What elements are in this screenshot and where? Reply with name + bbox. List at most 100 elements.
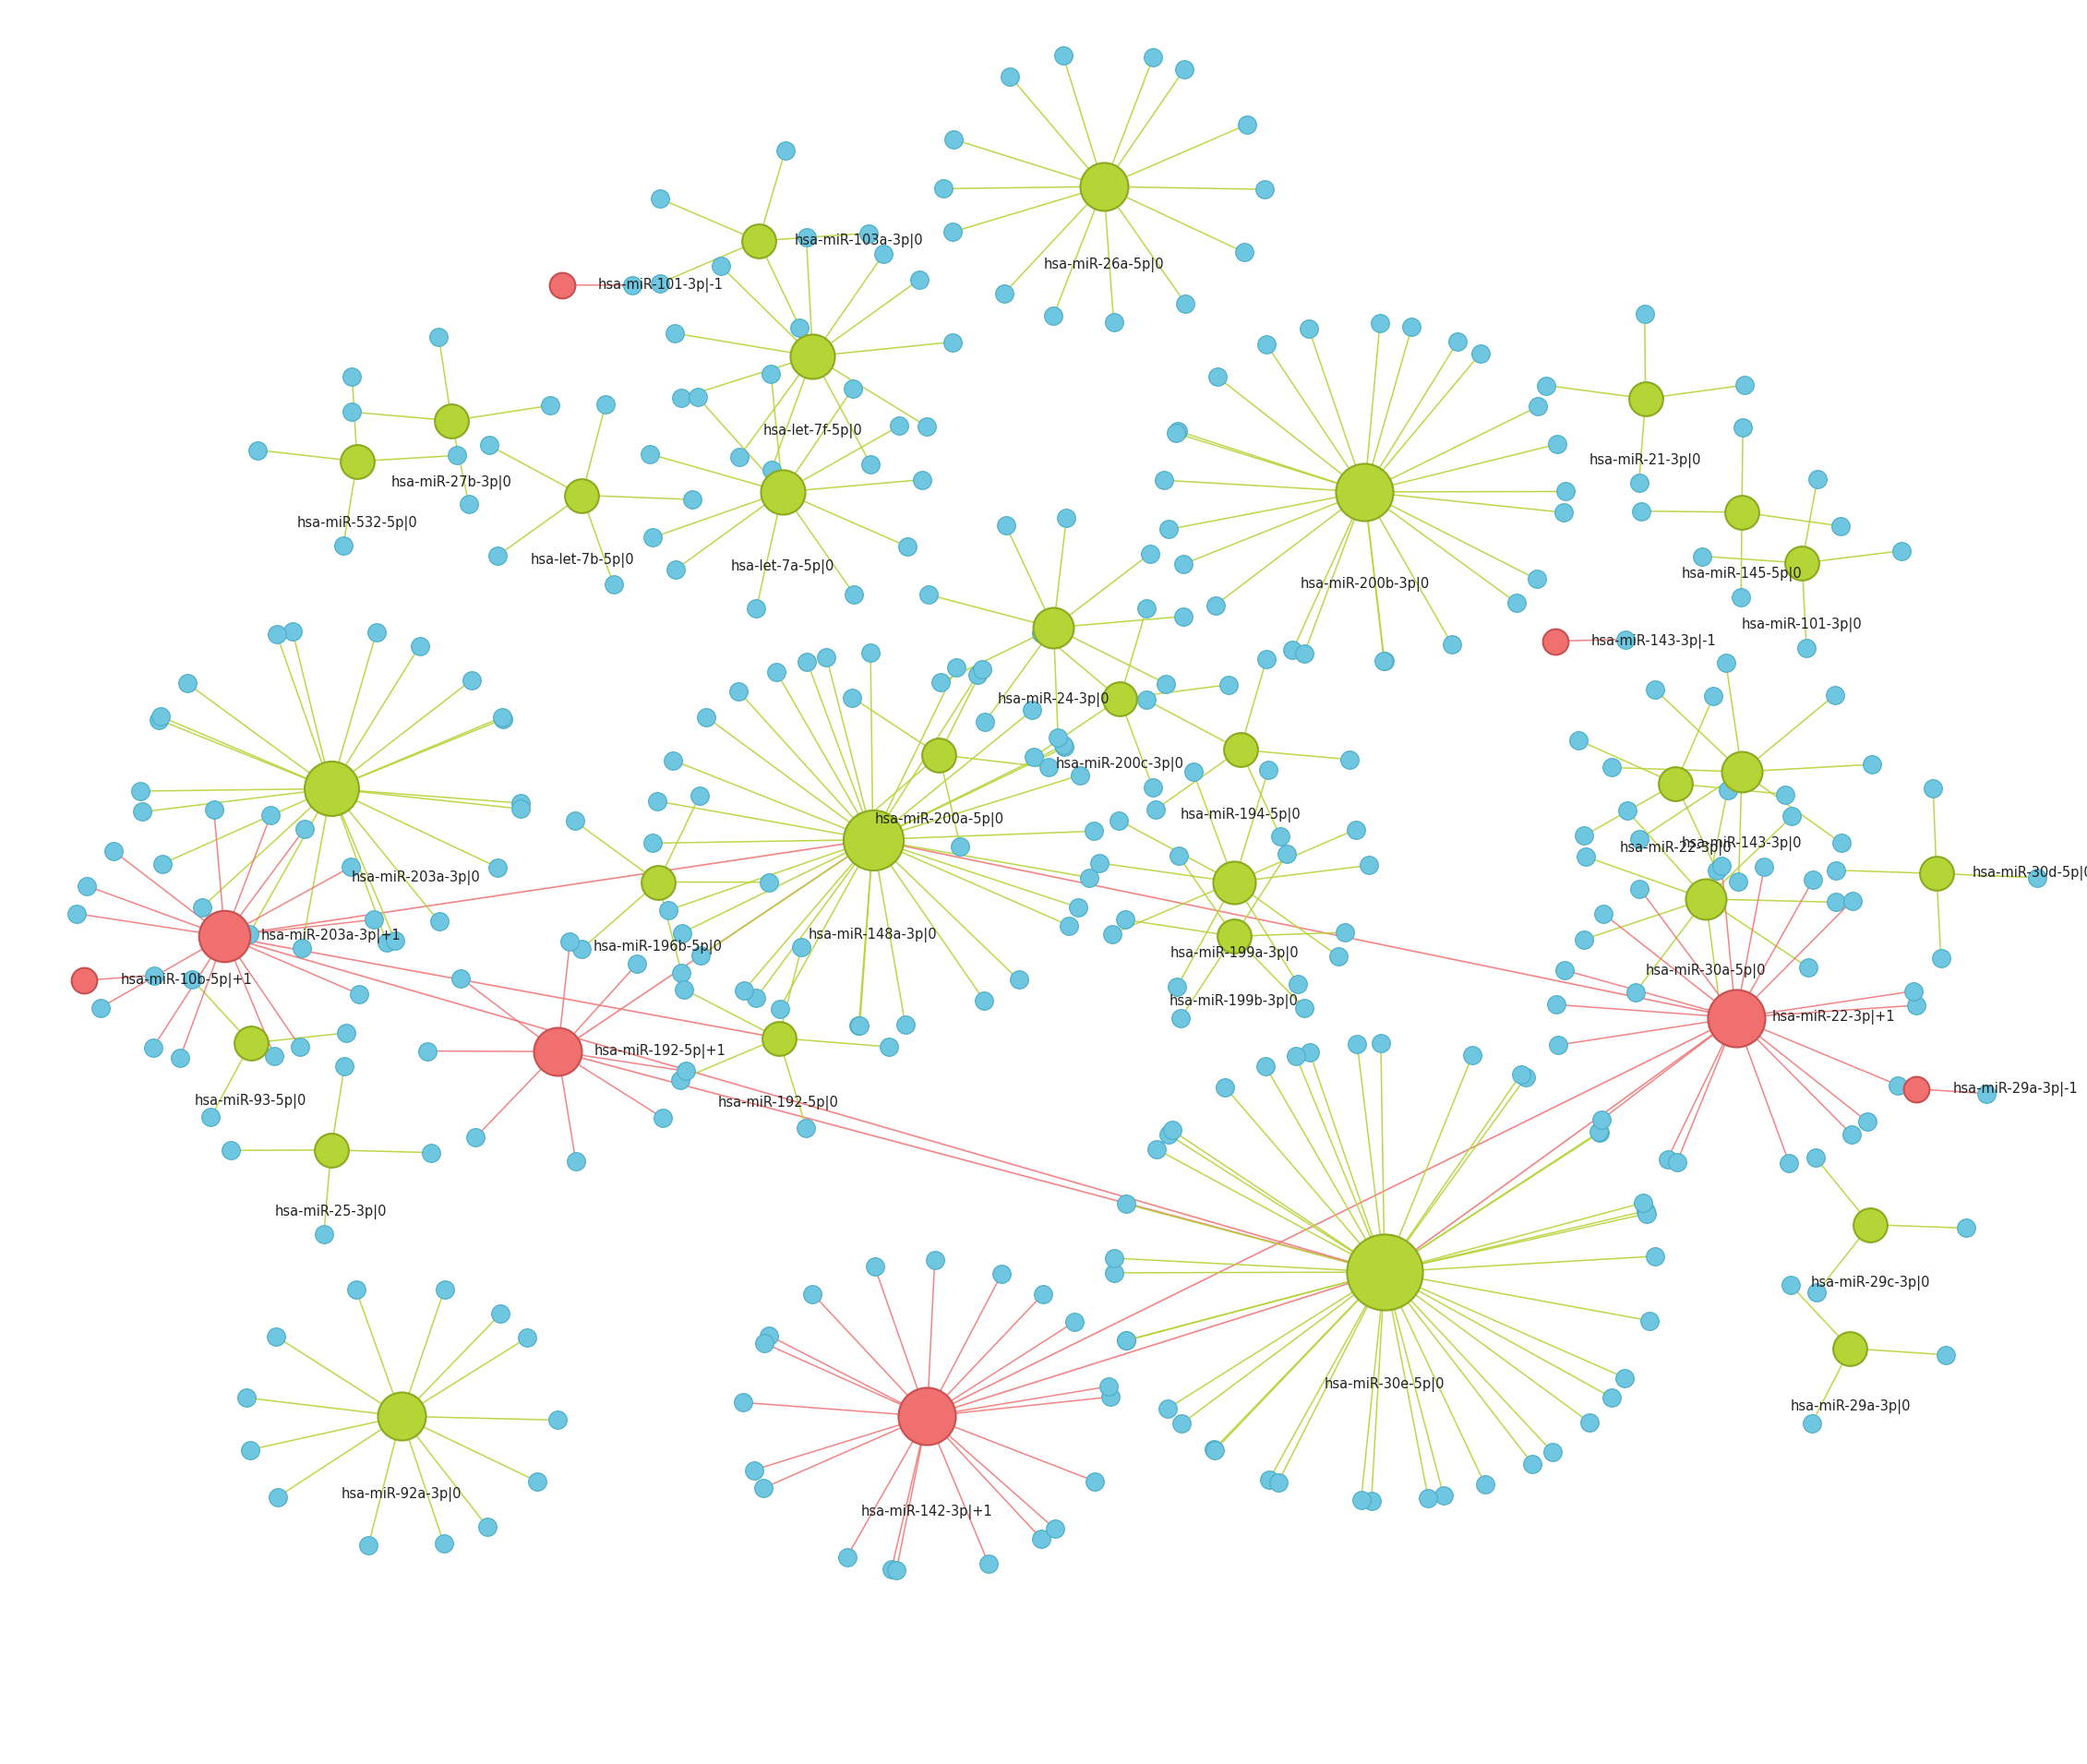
Point (434, 406, 467, 434)
Point (641, 787, 674, 815)
Point (1851, 1108, 1885, 1136)
Point (1092, 1372, 1125, 1401)
Point (1538, 626, 1572, 654)
Text: hsa-miR-196b-5p|0: hsa-miR-196b-5p|0 (593, 940, 722, 954)
Point (1367, 647, 1400, 676)
Point (1031, 753, 1064, 781)
Point (1137, 44, 1171, 72)
Point (722, 677, 755, 706)
Point (259, 1323, 292, 1351)
Point (666, 960, 699, 988)
Point (1824, 829, 1857, 857)
Text: hsa-miR-27b-3p|0: hsa-miR-27b-3p|0 (390, 475, 511, 490)
Point (676, 485, 710, 513)
Point (1774, 1270, 1807, 1298)
Point (340, 448, 374, 476)
Point (968, 986, 1002, 1014)
Point (968, 707, 1002, 736)
Point (597, 570, 630, 598)
Point (791, 647, 824, 676)
Point (1104, 684, 1137, 713)
Point (1016, 743, 1050, 771)
Point (61, 900, 94, 928)
Point (472, 430, 505, 459)
Point (1340, 1030, 1373, 1058)
Text: hsa-miR-199a-3p|0: hsa-miR-199a-3p|0 (1169, 947, 1298, 961)
Point (1768, 780, 1801, 808)
Point (1250, 330, 1284, 358)
Point (422, 323, 455, 351)
Point (541, 1406, 574, 1434)
Point (259, 1043, 292, 1071)
Point (645, 1104, 678, 1132)
Point (1611, 797, 1645, 826)
Point (1853, 1210, 1887, 1238)
Point (1688, 886, 1722, 914)
Point (843, 1013, 877, 1041)
Point (1582, 1118, 1615, 1147)
Point (1651, 1145, 1684, 1173)
Point (1096, 919, 1129, 947)
Point (1726, 497, 1759, 526)
Text: hsa-miR-203a-3p|+1: hsa-miR-203a-3p|+1 (261, 930, 401, 944)
Point (486, 704, 520, 732)
Point (659, 556, 693, 584)
Text: hsa-miR-200c-3p|0: hsa-miR-200c-3p|0 (1056, 757, 1183, 771)
Point (428, 1529, 461, 1558)
Point (889, 1011, 922, 1039)
Point (1728, 370, 1761, 399)
Point (1626, 1189, 1659, 1217)
Point (1288, 640, 1321, 669)
Point (428, 1275, 461, 1304)
Point (739, 594, 772, 623)
Point (566, 935, 599, 963)
Point (1436, 630, 1469, 658)
Point (641, 868, 674, 896)
Point (1834, 1334, 1868, 1362)
Point (232, 921, 265, 949)
Point (935, 328, 968, 356)
Point (125, 797, 159, 826)
Point (1344, 1485, 1377, 1514)
Point (1340, 815, 1373, 843)
Point (1509, 1062, 1542, 1090)
Point (1546, 497, 1580, 526)
Point (1584, 1106, 1617, 1134)
Point (215, 1136, 248, 1164)
Point (1747, 852, 1780, 880)
Point (1440, 328, 1473, 356)
Point (1797, 866, 1830, 894)
Point (1569, 843, 1603, 871)
Point (541, 1037, 574, 1065)
Point (1167, 550, 1200, 579)
Point (918, 1245, 952, 1274)
Point (1198, 591, 1231, 619)
Point (1252, 757, 1286, 785)
Point (866, 240, 899, 268)
Point (1519, 564, 1553, 593)
Point (96, 836, 129, 864)
Point (739, 984, 772, 1013)
Point (1899, 991, 1933, 1020)
Point (1002, 965, 1035, 993)
Point (1801, 1279, 1834, 1307)
Point (1110, 1327, 1144, 1355)
Point (1263, 822, 1296, 850)
Point (616, 272, 649, 300)
Text: hsa-miR-29a-3p|0: hsa-miR-29a-3p|0 (1791, 1399, 1910, 1415)
Point (680, 383, 714, 411)
Point (789, 1115, 822, 1143)
Point (937, 125, 970, 153)
Point (1724, 582, 1757, 610)
Point (1252, 1466, 1286, 1494)
Point (1098, 1244, 1131, 1272)
Text: hsa-miR-26a-5p|0: hsa-miR-26a-5p|0 (1044, 258, 1165, 273)
Point (445, 963, 478, 991)
Point (747, 1328, 781, 1357)
Point (455, 665, 488, 693)
Point (1540, 430, 1574, 459)
Point (1281, 970, 1315, 998)
Point (1227, 238, 1261, 266)
Point (1148, 466, 1181, 494)
Point (1463, 339, 1496, 367)
